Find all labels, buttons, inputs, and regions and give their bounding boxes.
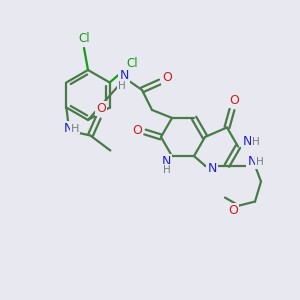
Text: N: N <box>161 154 171 168</box>
Text: H: H <box>163 165 171 175</box>
Text: Cl: Cl <box>127 57 139 70</box>
Text: O: O <box>228 204 238 217</box>
Text: N: N <box>64 122 73 135</box>
Text: N: N <box>242 135 252 148</box>
Text: O: O <box>132 124 142 136</box>
Text: H: H <box>252 136 260 146</box>
Text: N: N <box>119 69 129 82</box>
Text: N: N <box>247 155 257 168</box>
Text: O: O <box>96 102 106 115</box>
Text: N: N <box>207 162 217 175</box>
Text: O: O <box>162 71 172 84</box>
Text: O: O <box>229 94 239 107</box>
Text: Cl: Cl <box>78 32 90 44</box>
Text: H: H <box>256 157 264 166</box>
Text: H: H <box>71 124 80 134</box>
Text: H: H <box>118 81 126 91</box>
